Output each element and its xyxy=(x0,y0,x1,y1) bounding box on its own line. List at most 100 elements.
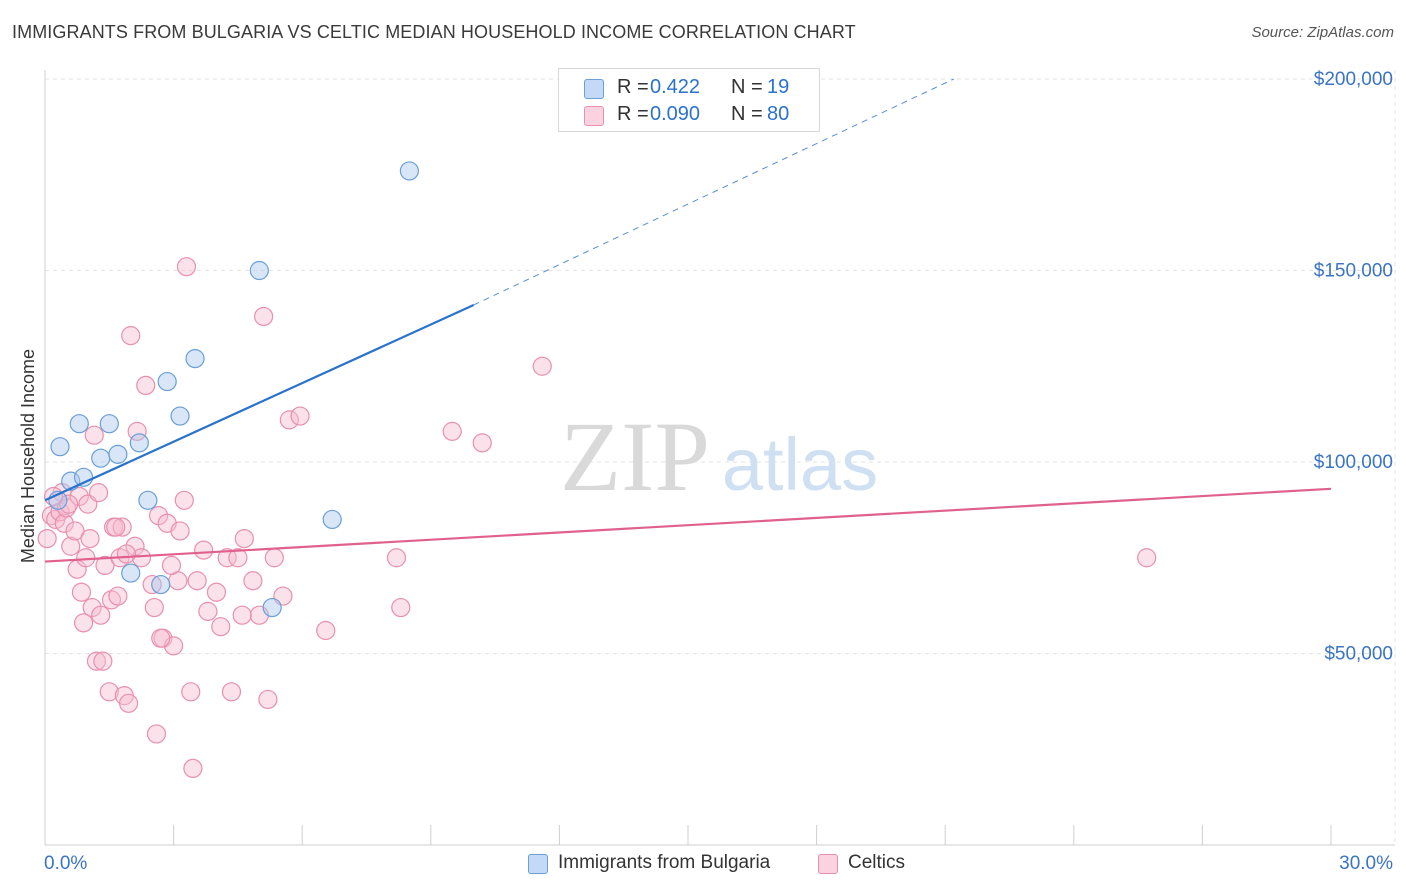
celtics-r-value: 0.090 xyxy=(650,103,701,125)
celtics-point xyxy=(194,540,214,560)
r-label: R = xyxy=(617,103,649,125)
y-tick-label: $200,000 xyxy=(1314,69,1393,90)
axes xyxy=(44,70,1395,846)
celtics-point xyxy=(243,571,263,591)
bulgaria-point xyxy=(399,161,419,181)
bulgaria-point xyxy=(129,433,149,453)
celtics-point xyxy=(131,548,152,568)
celtics-point xyxy=(221,682,242,702)
legend-label-bulgaria: Immigrants from Bulgaria xyxy=(558,852,771,873)
gridlines xyxy=(45,70,1396,845)
celtics-point xyxy=(264,548,284,568)
bulgaria-point xyxy=(170,406,190,426)
bulgaria-point xyxy=(108,444,128,464)
bulgaria-point xyxy=(262,597,282,618)
bulgaria-trend-extension xyxy=(473,78,954,306)
bulgaria-n-value: 19 xyxy=(767,76,790,98)
celtics-points xyxy=(37,257,1157,779)
celtics-trend-line xyxy=(44,487,1332,563)
celtics-point xyxy=(65,521,85,541)
celtics-point xyxy=(99,682,119,702)
celtics-point xyxy=(279,410,299,430)
celtics-point xyxy=(316,620,336,641)
celtics-point xyxy=(472,433,492,453)
chart-title: IMMIGRANTS FROM BULGARIA VS CELTIC MEDIA… xyxy=(12,22,856,42)
legend-label-celtics: Celtics xyxy=(848,852,906,873)
celtics-point xyxy=(106,517,126,537)
celtics-point xyxy=(146,724,167,744)
bulgaria-point xyxy=(322,509,342,530)
celtics-point xyxy=(116,544,137,564)
celtics-point xyxy=(187,571,207,591)
celtics-point xyxy=(228,548,248,568)
y-tick-label: $100,000 xyxy=(1314,452,1393,473)
celtics-point xyxy=(174,490,194,510)
bulgaria-point xyxy=(69,414,89,434)
celtics-point xyxy=(391,597,411,618)
celtics-point xyxy=(121,326,141,346)
bulgaria-r-value: 0.422 xyxy=(650,76,701,98)
n-label: N = xyxy=(731,103,763,125)
watermark: ZIP atlas xyxy=(560,401,878,512)
celtics-point xyxy=(198,601,218,621)
celtics-point xyxy=(58,494,79,514)
r-label: R = xyxy=(617,76,649,98)
bulgaria-points xyxy=(48,161,419,618)
celtics-point xyxy=(532,356,552,376)
celtics-point xyxy=(442,421,462,441)
celtics-point xyxy=(254,306,274,327)
bulgaria-swatch xyxy=(584,79,604,99)
bulgaria-trend-line xyxy=(44,303,475,502)
celtics-point xyxy=(211,617,231,637)
n-label: N = xyxy=(731,76,763,98)
celtics-point xyxy=(183,758,203,779)
celtics-point xyxy=(118,693,139,713)
series-legend: Immigrants from Bulgaria Celtics xyxy=(0,850,1406,878)
watermark-atlas: atlas xyxy=(722,423,878,506)
celtics-point xyxy=(88,483,109,503)
celtics-point xyxy=(112,517,132,537)
celtics-point xyxy=(127,421,147,441)
celtics-point xyxy=(91,605,111,625)
x-tick-label: 30.0% xyxy=(1339,853,1393,874)
celtics-swatch xyxy=(818,854,838,874)
celtics-n-value: 80 xyxy=(767,103,790,125)
celtics-point xyxy=(206,582,227,602)
trend-lines xyxy=(44,78,1332,563)
watermark-zip: ZIP xyxy=(560,401,710,512)
celtics-point xyxy=(217,548,237,568)
correlation-legend: R = 0.422 N = 19 R = 0.090 N = 80 xyxy=(558,68,820,132)
celtics-point xyxy=(73,613,94,633)
celtics-point xyxy=(37,528,57,549)
y-tick-label: $50,000 xyxy=(1324,644,1393,665)
celtics-point xyxy=(76,548,96,568)
legend-row-bulgaria: R = 0.422 N = 19 xyxy=(559,74,819,102)
celtics-point xyxy=(386,548,407,568)
bulgaria-point xyxy=(185,348,205,369)
bulgaria-point xyxy=(138,490,158,510)
celtics-point xyxy=(86,651,107,671)
bulgaria-point xyxy=(91,448,111,468)
x-tick-labels: 0.0% 30.0% xyxy=(44,853,1393,874)
bulgaria-point xyxy=(157,371,177,392)
bulgaria-point xyxy=(50,437,70,457)
legend-row-celtics: R = 0.090 N = 80 xyxy=(559,101,819,129)
celtics-point xyxy=(108,586,128,606)
bulgaria-swatch xyxy=(528,854,548,874)
bulgaria-point xyxy=(99,414,119,434)
celtics-point xyxy=(161,555,182,576)
celtics-point xyxy=(144,597,164,618)
celtics-point xyxy=(95,555,115,576)
source-label: Source: ZipAtlas.com xyxy=(1251,24,1394,41)
celtics-point xyxy=(71,582,92,602)
y-tick-label: $150,000 xyxy=(1314,261,1393,282)
celtics-swatch xyxy=(584,106,604,126)
celtics-point xyxy=(181,682,201,702)
celtics-point xyxy=(54,513,74,533)
y-tick-labels: $50,000 $100,000 $150,000 $200,000 xyxy=(1314,69,1393,665)
celtics-point xyxy=(136,375,156,395)
bulgaria-point xyxy=(151,574,171,595)
celtics-point xyxy=(93,651,113,671)
celtics-point xyxy=(80,528,100,549)
